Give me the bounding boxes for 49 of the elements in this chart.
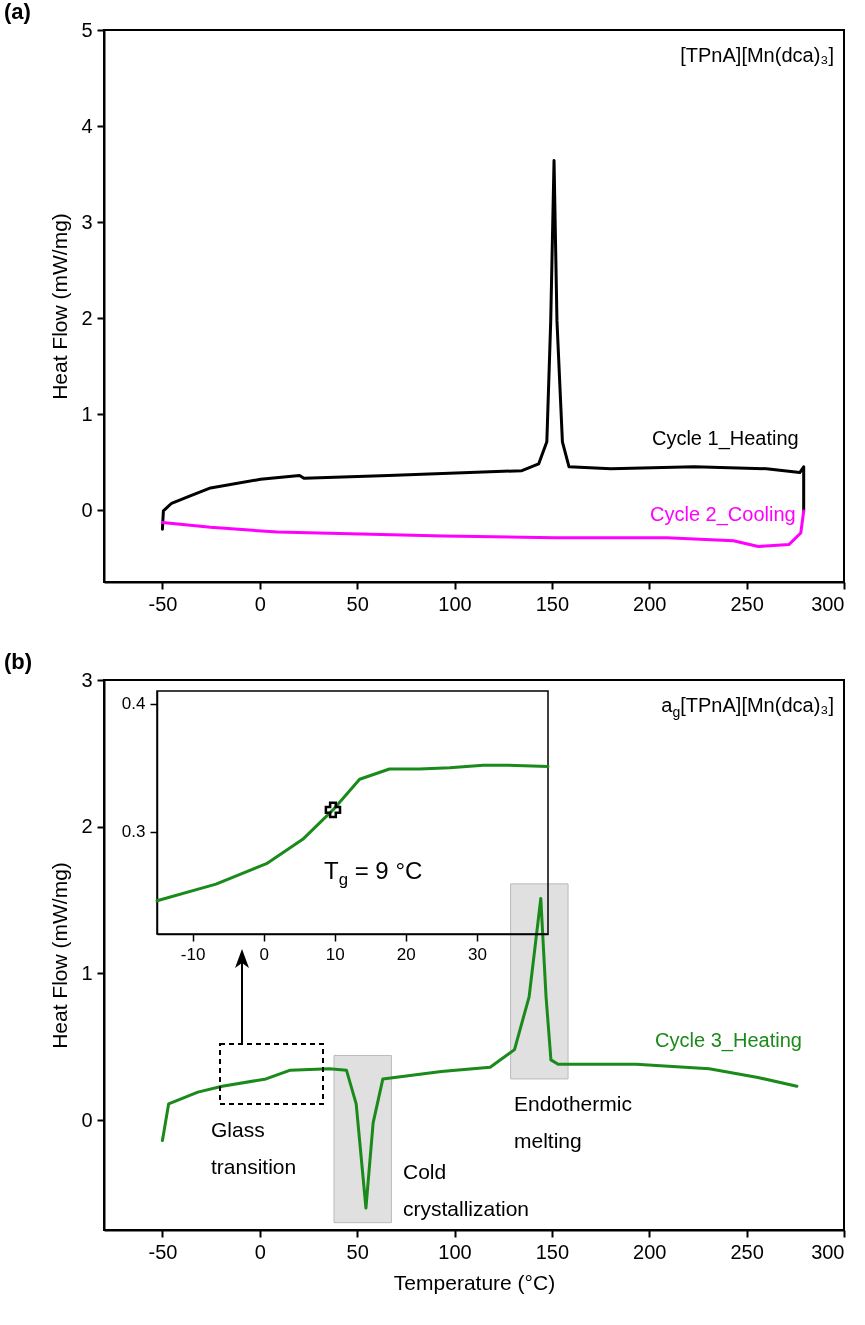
line-series [160,159,806,531]
y-axis-title: Heat Flow (mW/mg) [48,213,72,400]
x-tick-label: -50 [148,1240,178,1263]
x-tick-label: 300 [811,592,845,615]
y-axis-title: Heat Flow (mW/mg) [48,862,72,1049]
series-label: Cycle 3_Heating [655,1029,802,1053]
line-series [155,763,550,903]
x-tick-label: 200 [633,1240,667,1263]
x-axis-title: Temperature (°C) [393,1270,556,1294]
x-tick-label: 50 [346,592,369,615]
series-label: Cycle 2_Cooling [650,502,796,526]
y-tick-label: 0.3 [121,822,146,842]
x-tick-label: 250 [730,1240,764,1263]
x-tick-label: -50 [148,592,178,615]
y-tick-label: 0 [81,1108,93,1131]
series-label: Cycle 1_Heating [651,426,799,450]
annotation: T$_{g}$ = 9 °C [324,856,423,891]
x-tick-label: 10 [325,944,345,964]
annotation: Cold crystallization [403,1159,530,1222]
x-tick-label: 100 [438,592,472,615]
y-tick-label: 2 [81,815,93,838]
x-tick-label: 0 [254,1240,266,1263]
y-tick-label: 4 [81,114,93,137]
chart-title: (a) [4,0,31,24]
annotation: [TPnA][Mn(dca)₃] [680,43,834,68]
annotation: a$_{g}$[TPnA][Mn(dca)₃] [661,693,834,722]
y-tick-label: 1 [81,402,93,425]
x-tick-label: 20 [396,944,416,964]
x-tick-label: 0 [259,944,269,964]
x-tick-label: 50 [346,1240,369,1263]
annotation: Endothermic melting [514,1091,632,1154]
x-tick-label: 150 [535,592,570,615]
y-tick-label: 0.4 [121,694,146,714]
y-tick-label: 5 [81,18,93,41]
x-tick-label: 30 [467,944,487,964]
x-tick-label: 0 [254,592,266,615]
y-tick-label: 0 [81,498,93,521]
annotation: Glass transition [211,1117,297,1180]
y-tick-label: 1 [81,961,93,984]
y-tick-label: 3 [81,210,93,233]
x-tick-label: 150 [535,1240,570,1263]
x-tick-label: 100 [438,1240,472,1263]
y-tick-label: 3 [81,668,93,691]
x-tick-label: 250 [730,592,764,615]
x-tick-label: 200 [633,592,667,615]
x-tick-label: -10 [180,944,206,964]
y-tick-label: 2 [81,306,93,329]
chart-title: (b) [4,649,33,674]
x-tick-label: 300 [811,1240,845,1263]
